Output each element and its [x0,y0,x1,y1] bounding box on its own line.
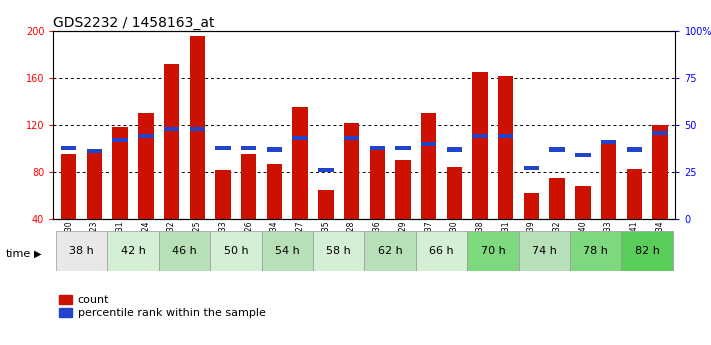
Bar [262,231,313,271]
Bar [601,143,616,219]
Text: 50 h: 50 h [223,246,248,256]
Bar [550,178,565,219]
Bar [318,168,333,172]
Bar [107,231,159,271]
Text: 42 h: 42 h [121,246,146,256]
Bar [87,149,102,154]
Text: time: time [6,249,31,258]
Bar [472,134,488,138]
Bar [190,127,205,131]
Bar [498,76,513,219]
Bar [210,231,262,271]
Bar [395,146,411,150]
Bar [61,155,77,219]
Text: 62 h: 62 h [378,246,402,256]
Bar [159,231,210,271]
Text: 74 h: 74 h [532,246,557,256]
Bar [421,113,437,219]
Text: 46 h: 46 h [172,246,197,256]
Bar [370,149,385,219]
Bar [267,147,282,151]
Bar [472,72,488,219]
Bar [395,160,411,219]
Bar [518,231,570,271]
Bar [447,147,462,151]
Bar [524,193,539,219]
Bar [524,166,539,170]
Bar [652,130,668,135]
Bar [56,231,107,271]
Bar [550,147,565,151]
Bar [421,142,437,146]
Bar [601,140,616,144]
Bar [313,231,364,271]
Bar [626,147,642,151]
Bar [112,138,128,142]
Text: 54 h: 54 h [275,246,299,256]
Bar [344,136,359,140]
Bar [575,186,591,219]
Bar [241,146,257,150]
Bar [344,123,359,219]
Bar [61,146,77,150]
Bar [241,155,257,219]
Bar [626,169,642,219]
Bar [267,164,282,219]
Legend: count, percentile rank within the sample: count, percentile rank within the sample [59,295,266,318]
Text: 78 h: 78 h [583,246,608,256]
Text: 66 h: 66 h [429,246,454,256]
Bar [652,125,668,219]
Bar [447,167,462,219]
Text: 82 h: 82 h [635,246,660,256]
Bar [87,151,102,219]
Bar [364,231,416,271]
Text: 38 h: 38 h [69,246,94,256]
Bar [370,146,385,150]
Bar [416,231,467,271]
Bar [138,113,154,219]
Bar [570,231,621,271]
Bar [575,153,591,157]
Bar [292,107,308,219]
Bar [215,170,230,219]
Bar [621,231,673,271]
Bar [164,127,179,131]
Bar [215,146,230,150]
Text: 70 h: 70 h [481,246,506,256]
Bar [292,136,308,140]
Bar [138,134,154,138]
Bar [190,36,205,219]
Text: GDS2232 / 1458163_at: GDS2232 / 1458163_at [53,16,215,30]
Bar [112,127,128,219]
Text: 58 h: 58 h [326,246,351,256]
Bar [498,134,513,138]
Bar [164,64,179,219]
Text: ▶: ▶ [34,249,42,258]
Bar [318,190,333,219]
Bar [467,231,518,271]
